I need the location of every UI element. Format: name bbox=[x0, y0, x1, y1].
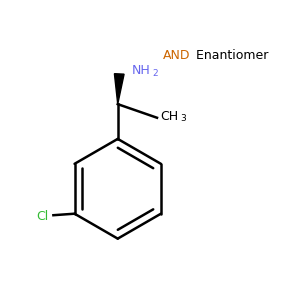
Polygon shape bbox=[114, 74, 124, 104]
Text: AND: AND bbox=[163, 49, 190, 62]
Text: NH: NH bbox=[131, 64, 150, 77]
Text: 2: 2 bbox=[152, 69, 157, 77]
Text: Enantiomer: Enantiomer bbox=[192, 49, 268, 62]
Text: CH: CH bbox=[160, 110, 178, 123]
Text: 3: 3 bbox=[180, 114, 186, 123]
Text: Cl: Cl bbox=[37, 210, 49, 223]
